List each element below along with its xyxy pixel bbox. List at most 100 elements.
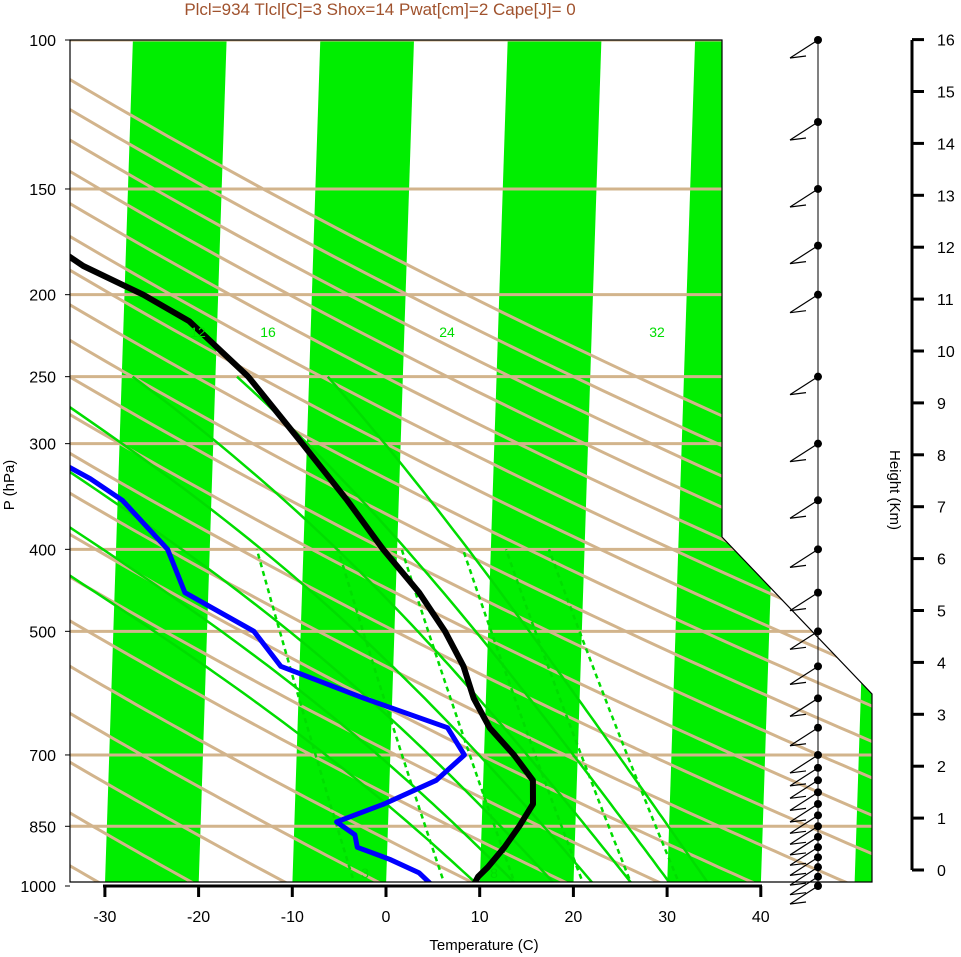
moist-adiabat <box>70 375 499 882</box>
pressure-tick-label-1000: 1000 <box>20 879 56 896</box>
temperature-tick-label-30: 30 <box>658 909 676 926</box>
temperature-tick-label-20: 20 <box>565 909 583 926</box>
dry-adiabat <box>70 40 872 882</box>
height-tick-label-13: 13 <box>937 188 955 205</box>
dry-adiabat <box>70 40 708 882</box>
temperature-axis: -30 -20 -10 0 10 20 30 40 <box>93 884 770 926</box>
wind-barb <box>789 876 819 896</box>
wind-barb <box>789 791 819 811</box>
wind-barb <box>789 443 819 463</box>
wind-barb <box>789 697 819 717</box>
height-tick-label-12: 12 <box>937 240 955 257</box>
height-tick-label-15: 15 <box>937 85 955 102</box>
mixing-ratio-label-8: 8 <box>490 865 498 881</box>
pressure-axis: 100 150 200 250 300 400 500 700 850 1000 <box>20 33 70 896</box>
height-tick-label-0: 0 <box>937 863 946 880</box>
wind-barb-feather <box>789 795 807 799</box>
wind-barb-feather <box>789 852 807 856</box>
wind-barb-feather <box>789 515 807 519</box>
wind-barb <box>789 39 819 59</box>
wind-barb-feather <box>789 783 807 787</box>
moist-adiabat <box>236 375 687 882</box>
wind-barb <box>789 376 819 396</box>
temperature-tick-label-0: 0 <box>382 909 391 926</box>
wind-barb-feather <box>789 743 807 747</box>
dry-adiabat <box>70 40 872 882</box>
wind-barb-feather <box>789 830 807 834</box>
wind-barb <box>789 814 819 834</box>
wind-barb-feather <box>789 608 807 612</box>
mixing-ratio-label-32: 32 <box>649 324 665 340</box>
pressure-tick-label-500: 500 <box>29 624 56 641</box>
wind-barb-feather <box>789 646 807 650</box>
moist-adiabat <box>70 375 612 882</box>
pressure-tick-label-850: 850 <box>29 819 56 836</box>
wind-barb-feather <box>789 892 807 896</box>
mixing-ratio-line <box>461 548 593 882</box>
dry-adiabat <box>70 40 872 882</box>
sounding-profiles <box>70 40 536 882</box>
moist-adiabat <box>326 375 724 882</box>
wind-barb <box>789 885 819 905</box>
dry-adiabat <box>70 40 872 882</box>
height-axis-title: Height (Km) <box>886 450 903 530</box>
pressure-tick-label-400: 400 <box>29 542 56 559</box>
isotherm-label-10: 10 <box>721 342 748 369</box>
dry-adiabat <box>70 40 872 882</box>
mixing-ratio-line <box>336 548 453 882</box>
wind-barb-feather <box>789 681 807 685</box>
wind-barb-feather <box>789 770 807 774</box>
mixing-ratio-label-16: 16 <box>260 324 276 340</box>
dewpoint-profile <box>70 40 467 882</box>
mixing-ratio-lines <box>70 375 724 882</box>
pressure-tick-label-700: 700 <box>29 748 56 765</box>
mixing-ratio-label-24: 24 <box>439 324 455 340</box>
dry-adiabat <box>70 40 872 882</box>
mixing-ratio-label-3: 3 <box>361 865 369 881</box>
wind-barb <box>789 779 819 799</box>
height-tick-label-7: 7 <box>937 500 946 517</box>
wind-barb-feather <box>789 459 807 463</box>
wind-barb <box>789 767 819 787</box>
pressure-tick-label-100: 100 <box>29 33 56 50</box>
isotherm-label-30: 30 <box>721 122 748 149</box>
temperature-tick-label-40: 40 <box>752 909 770 926</box>
dry-adiabat <box>70 40 872 882</box>
wind-barb <box>789 836 819 856</box>
dry-adiabat <box>70 40 803 882</box>
isotherm-label-0: 0 <box>720 457 739 478</box>
wind-barb <box>789 665 819 685</box>
height-tick-label-14: 14 <box>937 136 955 153</box>
wind-barb <box>789 803 819 823</box>
temperature-tick-label--10: -10 <box>281 909 304 926</box>
wind-barb-feather <box>789 901 807 905</box>
temperature-band <box>104 40 227 882</box>
wind-barb-feather <box>789 204 807 208</box>
dry-adiabat <box>70 40 872 882</box>
temperature-tick-label--30: -30 <box>93 909 116 926</box>
isotherm-label-20: 20 <box>721 234 748 261</box>
wind-barb <box>789 499 819 519</box>
wind-barb <box>789 548 819 568</box>
wind-barb <box>789 846 819 866</box>
moist-adiabat <box>70 375 537 882</box>
dry-adiabat <box>70 40 328 882</box>
height-tick-label-1: 1 <box>937 811 946 828</box>
pressure-tick-label-200: 200 <box>29 288 56 305</box>
dry-adiabat <box>70 40 872 882</box>
wind-barb-feather <box>789 310 807 314</box>
height-tick-label-4: 4 <box>937 655 946 672</box>
dry-adiabat <box>70 40 233 882</box>
chart-title: Plcl=934 Tlcl[C]=3 Shox=14 Pwat[cm]=2 Ca… <box>184 0 575 19</box>
wind-barb-feather <box>789 819 807 823</box>
mixing-ratio-line <box>504 548 641 882</box>
plot-frame <box>69 39 873 883</box>
dry-adiabat <box>70 40 872 882</box>
wind-barb-column <box>789 36 822 905</box>
mixing-ratio-line <box>400 548 524 882</box>
dry-adiabat <box>70 40 613 882</box>
wind-barb <box>789 294 819 314</box>
dry-adiabat <box>70 40 872 882</box>
